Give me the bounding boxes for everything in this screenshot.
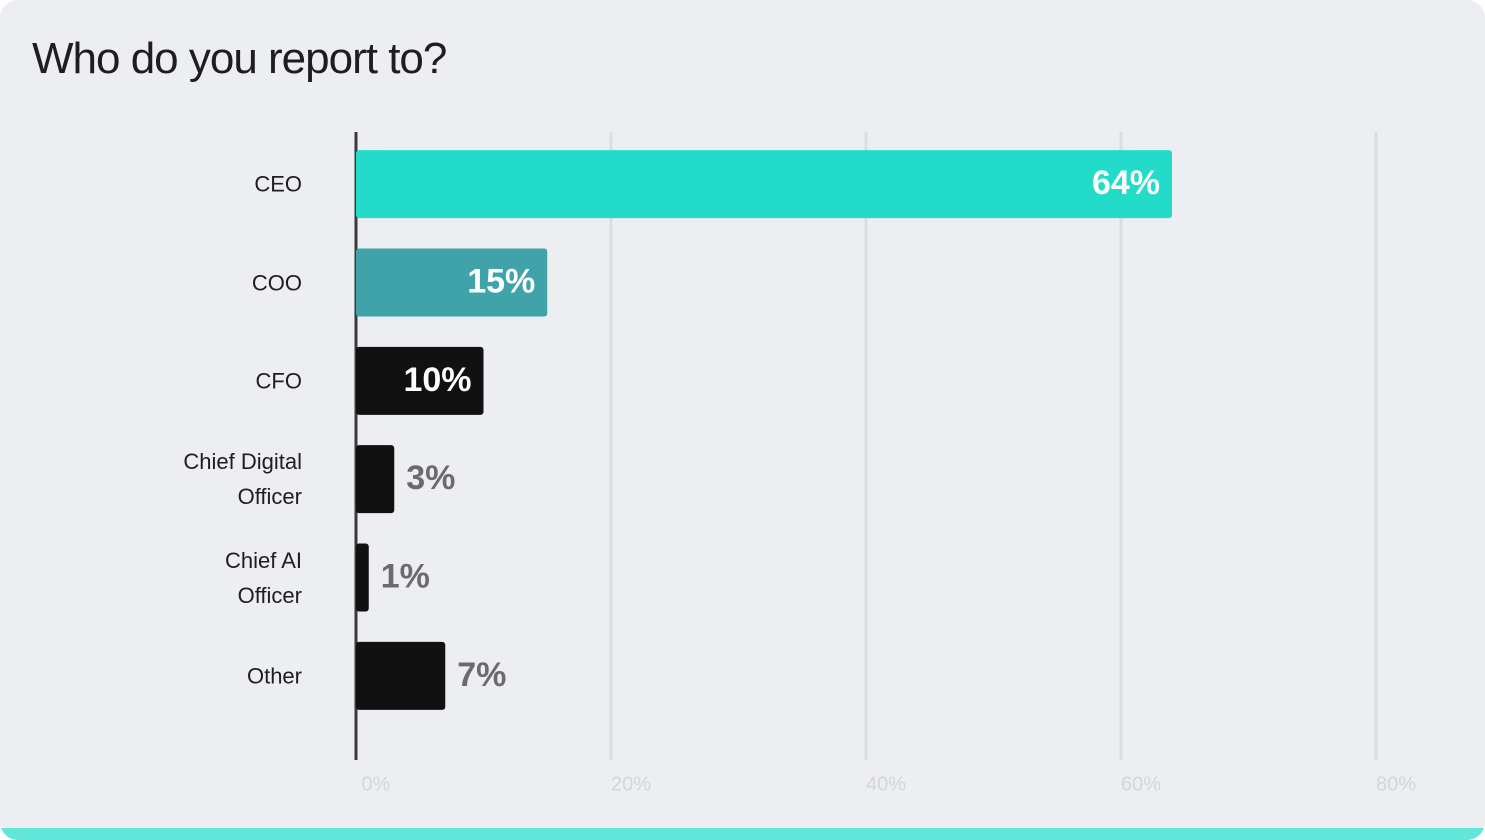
bar	[356, 543, 369, 612]
x-tick-label: 0%	[362, 773, 391, 795]
x-tick-label: 80%	[1376, 773, 1416, 795]
value-label: 10%	[403, 361, 471, 399]
value-label: 3%	[406, 459, 455, 497]
y-tick-label: Other	[246, 663, 302, 689]
y-tick-label: CEO	[254, 171, 302, 197]
accent-strip	[0, 828, 1485, 840]
value-label: 15%	[467, 262, 535, 300]
y-tick-label: CFO	[255, 368, 302, 394]
bar	[356, 346, 484, 415]
value-label: 1%	[381, 557, 430, 595]
y-tick-label: Chief AI Officer	[224, 547, 302, 608]
y-tick-label: COO	[251, 270, 302, 295]
chart-title: Who do you report to?	[32, 34, 447, 83]
value-label: 7%	[457, 656, 506, 694]
bar	[356, 445, 395, 514]
y-tick-label: Chief Digital Officer	[183, 449, 302, 510]
x-tick-label: 40%	[866, 773, 906, 795]
bar	[356, 248, 548, 317]
bar	[356, 150, 1172, 219]
bar	[356, 641, 446, 710]
x-tick-label: 60%	[1121, 773, 1161, 795]
value-label: 64%	[1092, 164, 1160, 202]
x-tick-label: 20%	[611, 773, 651, 795]
